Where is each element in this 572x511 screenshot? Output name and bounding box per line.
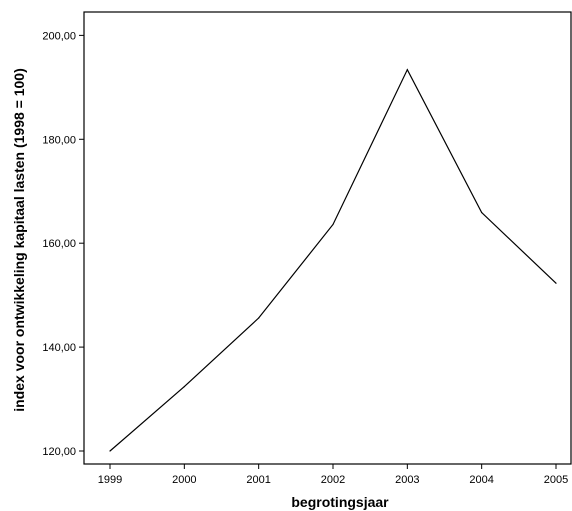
y-axis-title: index voor ontwikkeling kapitaal lasten …	[11, 68, 27, 412]
data-point	[258, 317, 260, 319]
data-point	[109, 450, 111, 452]
y-tick-label: 200,00	[42, 30, 76, 42]
y-tick-label: 140,00	[42, 342, 76, 354]
data-point	[481, 211, 483, 214]
x-axis: 1999 2000 2001 2002 2003 2004 2005	[98, 464, 568, 486]
y-tick-label: 160,00	[42, 238, 76, 250]
data-point	[183, 385, 185, 388]
x-tick-label: 1999	[98, 474, 122, 486]
y-axis: 120,00 140,00 160,00 180,00 200,00	[42, 30, 84, 458]
x-tick-label: 2004	[469, 474, 493, 486]
series-group	[109, 68, 557, 452]
x-tick-label: 2003	[395, 474, 419, 486]
y-tick-label: 180,00	[42, 134, 76, 146]
data-point	[555, 282, 557, 284]
data-point	[406, 69, 408, 71]
x-axis-title: begrotingsjaar	[291, 494, 389, 510]
x-tick-label: 2000	[172, 474, 196, 486]
data-point	[332, 223, 334, 226]
series-line	[109, 68, 557, 452]
x-tick-label: 2005	[544, 474, 568, 486]
y-tick-label: 120,00	[42, 446, 76, 458]
x-tick-label: 2002	[321, 474, 345, 486]
plot-frame	[83, 11, 572, 465]
x-tick-label: 2001	[246, 474, 270, 486]
